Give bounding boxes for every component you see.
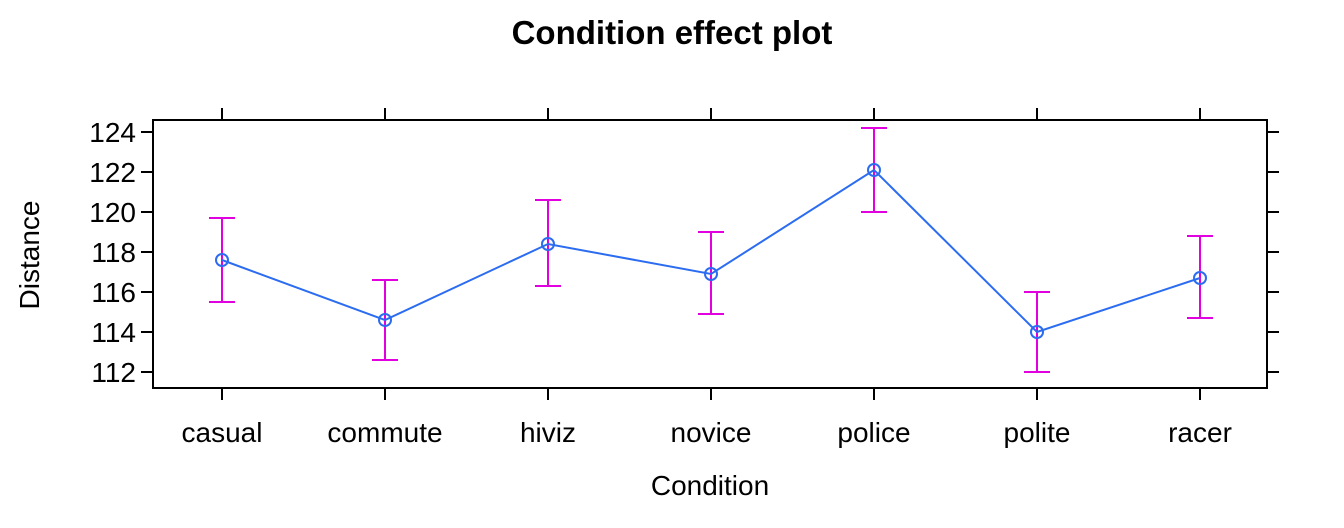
x-tick-label: police bbox=[837, 417, 910, 448]
plot-marks bbox=[209, 127, 1213, 373]
y-tick-label: 118 bbox=[91, 237, 136, 268]
y-tick-label: 120 bbox=[89, 197, 136, 228]
data-point bbox=[541, 237, 555, 251]
y-tick-label: 112 bbox=[91, 357, 136, 388]
y-tick-label: 122 bbox=[89, 157, 136, 188]
data-point bbox=[1030, 325, 1044, 339]
x-tick-label: racer bbox=[1168, 417, 1232, 448]
y-tick-label: 114 bbox=[91, 317, 136, 348]
chart-title: Condition effect plot bbox=[512, 14, 833, 51]
x-tick-label: casual bbox=[182, 417, 263, 448]
x-tick-label: commute bbox=[327, 417, 442, 448]
x-axis: casual commute hiviz novice police polite race… bbox=[182, 108, 1232, 448]
x-tick-label: hiviz bbox=[520, 417, 576, 448]
y-tick-label: 116 bbox=[91, 277, 136, 308]
data-point bbox=[704, 267, 718, 281]
series-line bbox=[221, 168, 1201, 334]
y-axis: 112 114 116 118 120 122 124 bbox=[89, 117, 1279, 388]
x-axis-title: Condition bbox=[651, 470, 769, 501]
y-axis-title: Distance bbox=[14, 201, 45, 310]
data-point bbox=[867, 163, 881, 177]
x-tick-label: polite bbox=[1004, 417, 1071, 448]
data-point bbox=[378, 313, 392, 327]
data-point bbox=[215, 253, 229, 267]
y-tick-label: 124 bbox=[89, 117, 136, 148]
x-tick-label: novice bbox=[671, 417, 752, 448]
data-point bbox=[1193, 271, 1207, 285]
